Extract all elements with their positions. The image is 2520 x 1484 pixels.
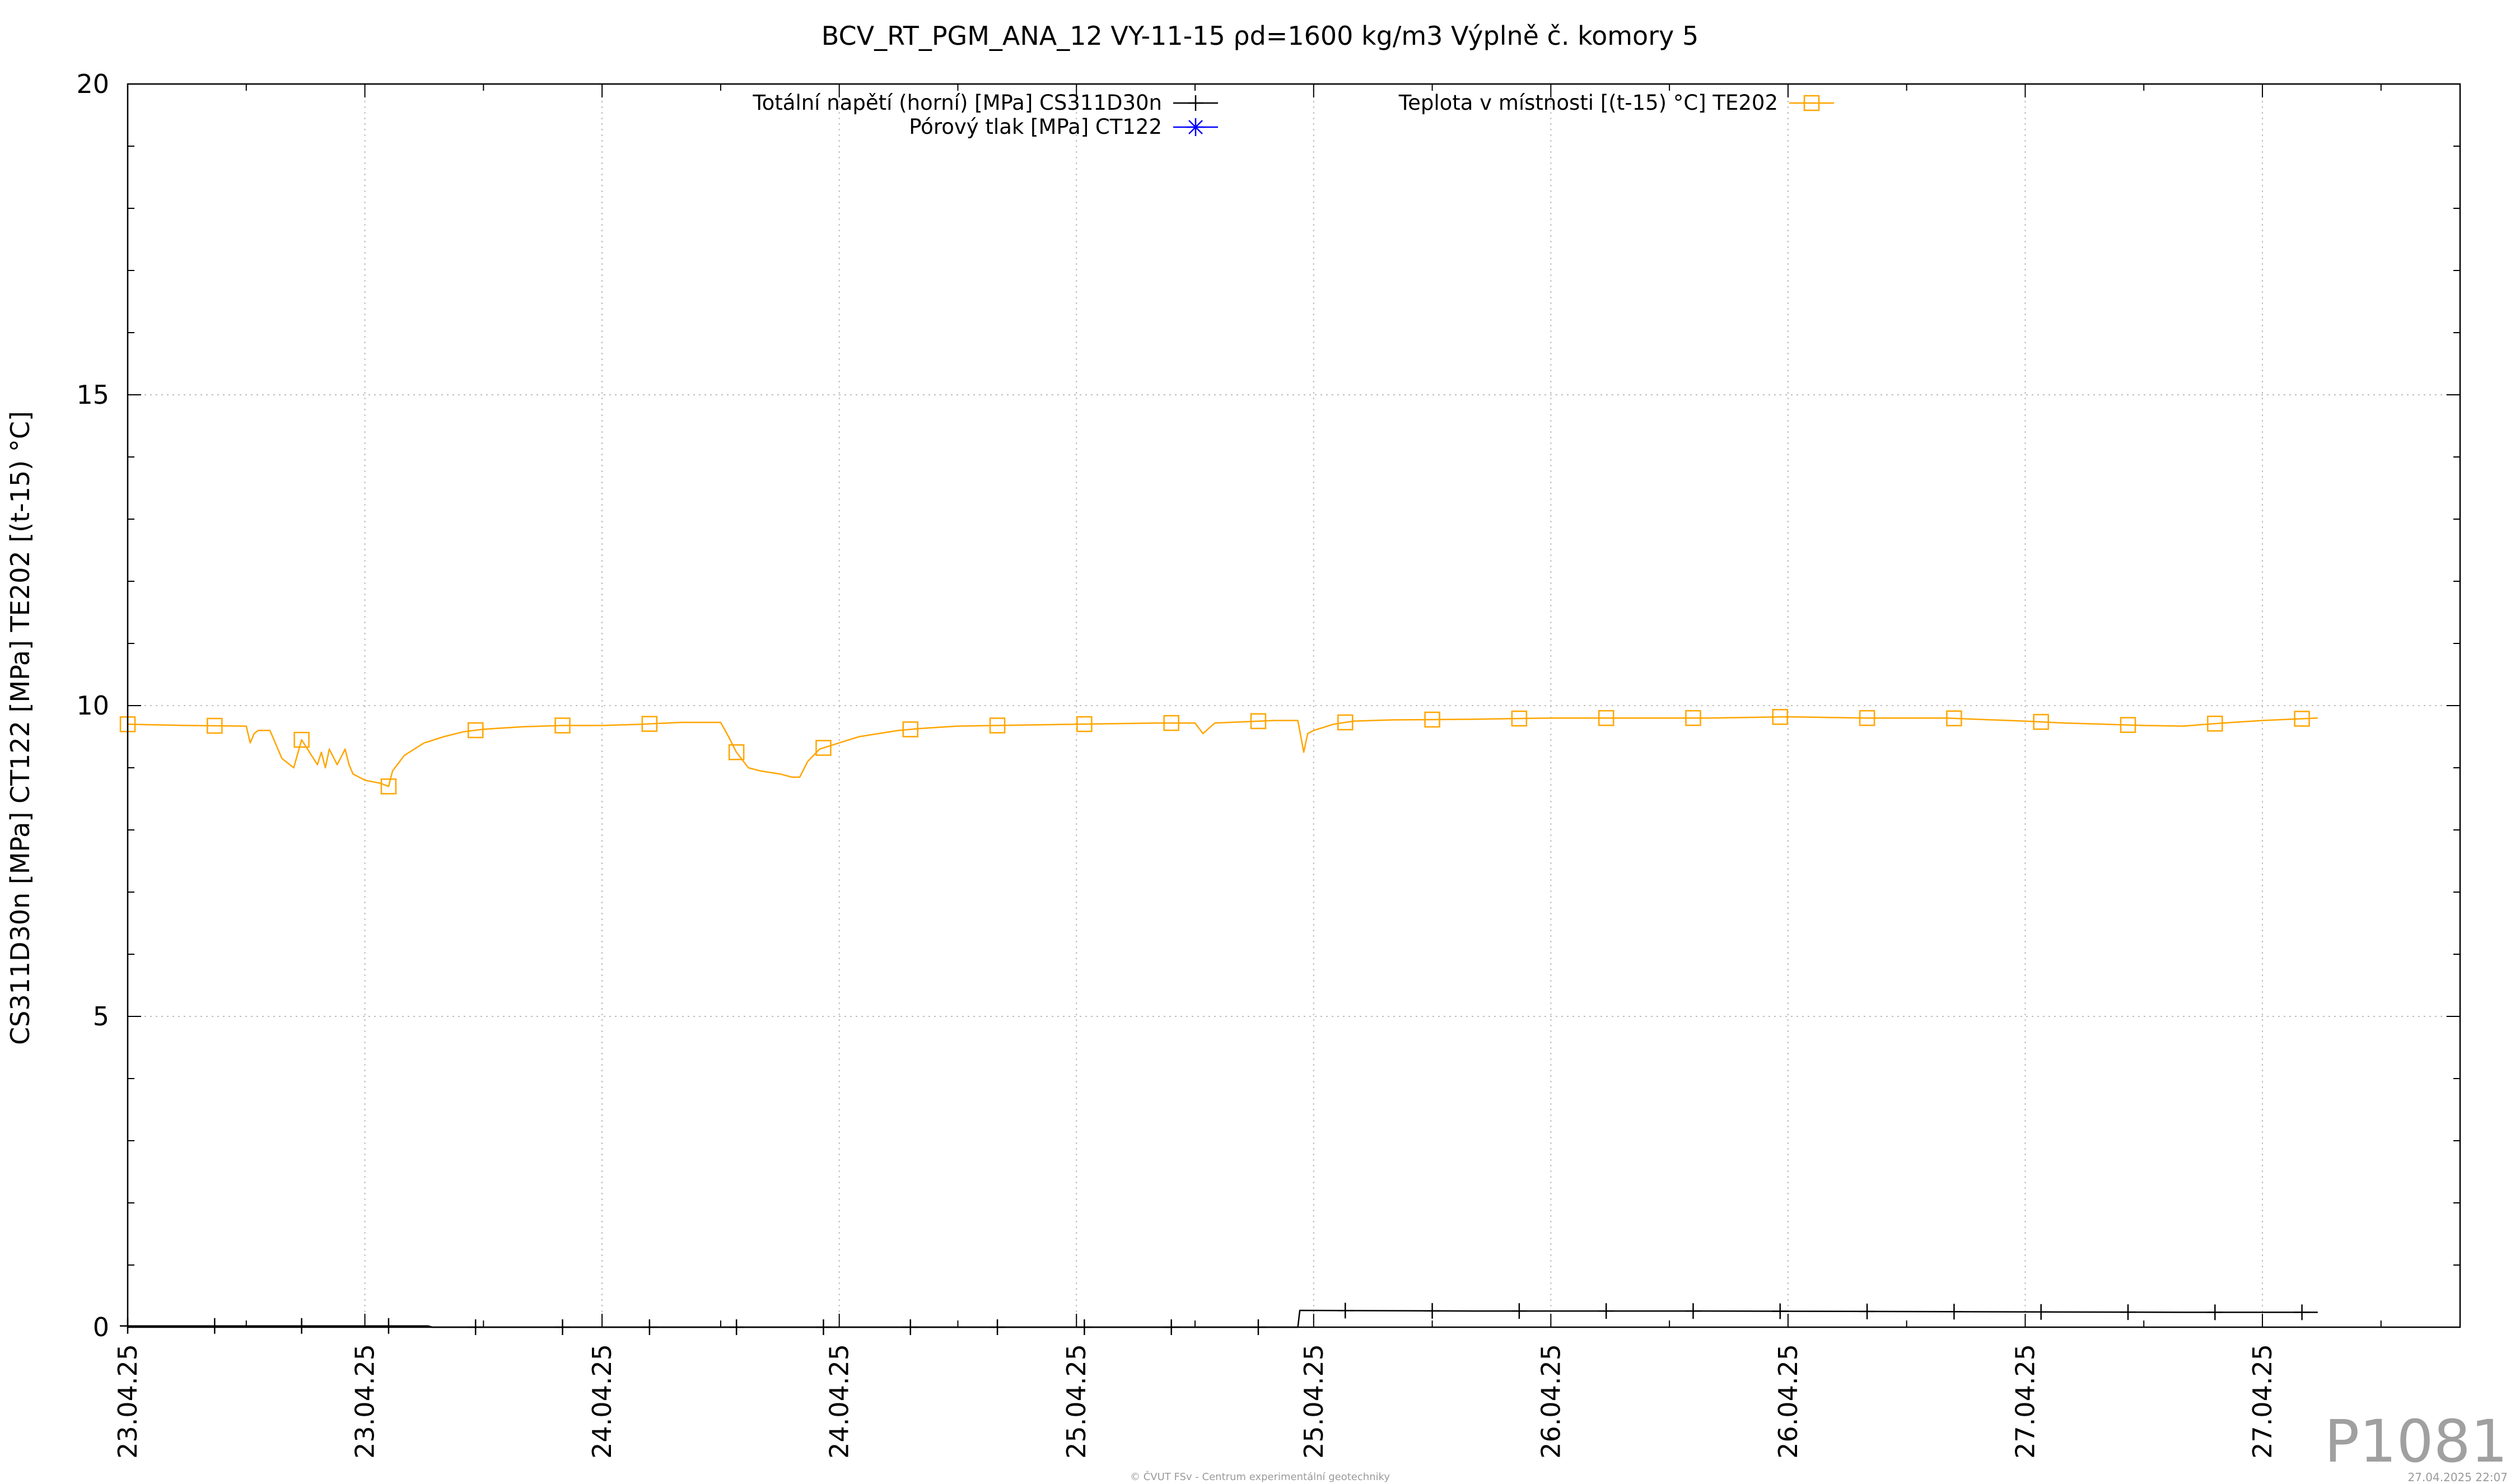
data-point [1946,710,1962,727]
data-point [1685,1303,1701,1319]
data-point [2033,713,2049,730]
data-point [1859,1303,1875,1319]
data-point [989,717,1006,734]
data-point [380,778,397,795]
x-tick-label: 25.04.25 [1061,1344,1091,1459]
data-point [207,717,223,734]
data-point [380,1318,396,1334]
data-point [1337,714,1354,731]
data-point [2033,1304,2049,1320]
data-point [902,721,918,738]
data-point [815,740,832,756]
data-point [2120,717,2136,733]
y-axis-label: CS311D30n [MPa] CT122 [MPa] TE202 [(t-15… [5,411,35,1045]
footer-copyright: © ČVUT FSv - Centrum experimentální geot… [1130,1471,1390,1483]
x-tick-label: 25.04.25 [1299,1344,1329,1459]
data-point [1511,1303,1527,1319]
legend-label: Pórový tlak [MPa] CT122 [909,115,1162,139]
data-point [1337,1303,1354,1319]
data-point [1772,1303,1788,1319]
x-tick-label: 24.04.25 [587,1344,617,1459]
data-point [641,716,658,732]
x-tick-label: 24.04.25 [824,1344,855,1459]
legend-label: Teplota v místnosti [(t-15) °C] TE202 [1398,91,1778,115]
data-point [728,744,745,760]
data-point [554,717,571,734]
y-tick-labels: 0 5 10 15 20 [76,69,109,1342]
legend-marker [1188,95,1203,111]
data-point [1598,1303,1614,1319]
data-point [1598,710,1614,726]
legend-label: Totální napětí (horní) [MPa] CS311D30n [752,91,1162,115]
y-tick-label: 10 [76,690,109,721]
data-point [293,731,310,748]
legend-entry: Teplota v místnosti [(t-15) °C] TE202 [1398,91,1834,115]
grid-lines [128,84,2460,1327]
y-tick-label: 20 [76,69,109,99]
data-point [2207,1304,2223,1320]
data-point [1250,713,1267,730]
x-tick-label: 27.04.25 [2010,1344,2040,1459]
y-tick-label: 0 [93,1312,109,1342]
plot-series [119,708,2318,1335]
legend-entry: Totální napětí (horní) [MPa] CS311D30n [752,91,1218,115]
data-point [1685,710,1701,726]
watermark-label: P1081 [2325,1407,2508,1476]
footer-timestamp: 27.04.2025 22:07 [2407,1471,2508,1484]
legend-entry: Pórový tlak [MPa] CT122 [909,115,1218,139]
legend-marker [1187,118,1205,136]
data-point [1424,711,1440,728]
y-tick-label: 15 [76,380,109,410]
x-tick-label: 23.04.25 [113,1344,143,1459]
series-line [128,1309,2318,1328]
data-point [1859,710,1875,726]
x-tick-label: 23.04.25 [350,1344,380,1459]
data-point [1424,1303,1440,1319]
data-point [1511,710,1528,727]
x-tick-labels: 23.04.25 23.04.25 24.04.25 24.04.25 25.04.25… [113,1344,2278,1459]
data-point [2207,715,2223,732]
data-point [1772,708,1789,725]
legend-marker [1803,95,1820,111]
data-point [467,722,484,739]
data-point [2294,711,2310,727]
data-point [293,1318,310,1334]
y-tick-label: 5 [93,1001,109,1032]
x-tick-label: 26.04.25 [1536,1344,1566,1459]
series-line [127,716,2318,787]
data-point [1163,715,1179,731]
data-point [1076,716,1093,732]
x-tick-label: 26.04.25 [1773,1344,1803,1459]
x-tick-label: 27.04.25 [2247,1344,2278,1459]
plot-frame [127,83,2461,1328]
data-point [2294,1304,2310,1320]
data-point [1946,1304,1962,1320]
legend: Totální napětí (horní) [MPa] CS311D30nPó… [752,91,1834,139]
data-point [207,1318,223,1334]
data-point [2120,1304,2136,1320]
chart-title: BCV_RT_PGM_ANA_12 VY-11-15 ρd=1600 kg/m3… [822,21,1698,51]
